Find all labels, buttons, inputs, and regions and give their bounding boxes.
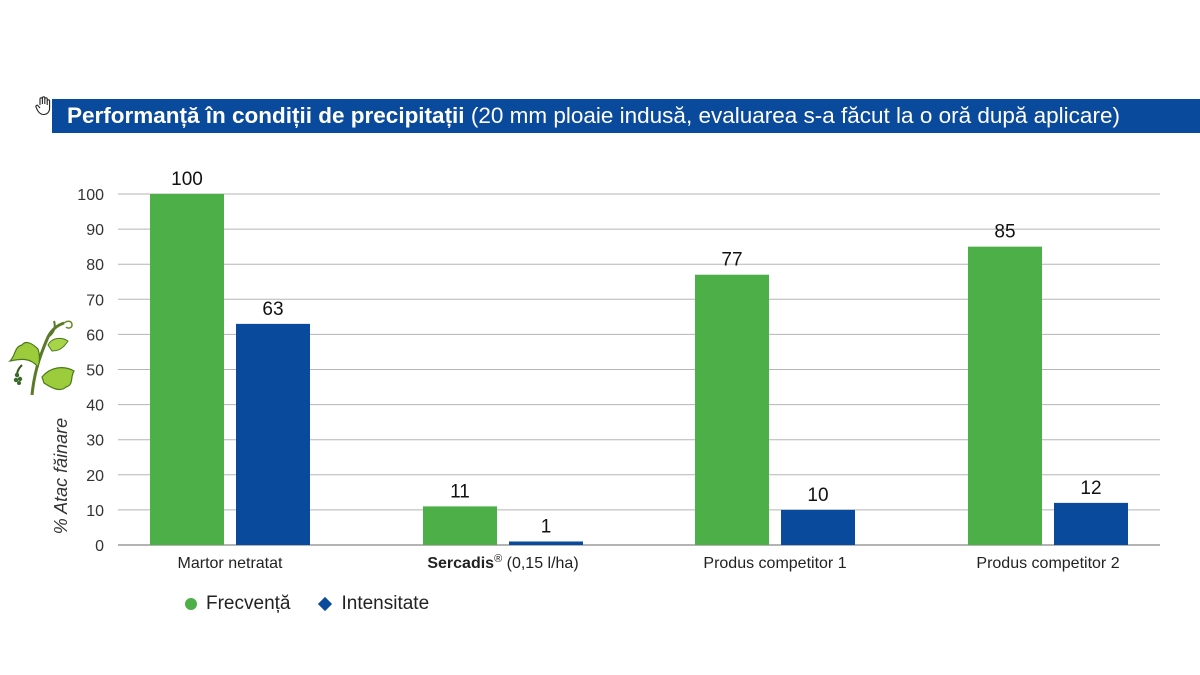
legend: Frecvență Intensitate	[185, 593, 429, 615]
y-tick-label-100: 100	[77, 187, 104, 204]
data-label-frecventa-3: 85	[994, 222, 1015, 243]
x-category-label-2: Produs competitor 1	[703, 555, 846, 572]
bar-frecventa-0	[150, 194, 224, 545]
hand-pointer-icon	[35, 96, 51, 116]
y-tick-label-50: 50	[86, 363, 104, 380]
legend-swatch-intensitate	[318, 596, 333, 612]
legend-swatch-frecventa	[185, 598, 197, 610]
legend-label-frecventa: Frecvență	[206, 593, 291, 614]
bar-intensitate-1	[509, 541, 583, 545]
chart-title: Performanță în condiții de precipitații	[67, 103, 465, 128]
chart-title-bar: Performanță în condiții de precipitații …	[52, 99, 1200, 133]
legend-label-intensitate: Intensitate	[341, 593, 430, 614]
bar-frecventa-1	[423, 506, 497, 545]
chart-subtitle: (20 mm ploaie indusă, evaluarea s-a făcu…	[465, 103, 1120, 129]
data-label-frecventa-0: 100	[171, 169, 203, 190]
legend-item-frecventa: Frecvență	[185, 593, 290, 615]
y-tick-label-0: 0	[95, 538, 104, 555]
legend-item-intensitate: Intensitate	[318, 593, 430, 615]
y-tick-label-10: 10	[86, 503, 104, 520]
vine-leaf-icon	[8, 320, 75, 396]
data-label-intensitate-1: 1	[541, 516, 552, 537]
y-tick-label-80: 80	[86, 257, 104, 274]
data-label-frecventa-1: 11	[450, 481, 470, 502]
bar-frecventa-3	[968, 246, 1042, 545]
x-category-label-3: Produs competitor 2	[976, 555, 1119, 572]
y-tick-label-90: 90	[86, 222, 104, 239]
y-tick-label-30: 30	[86, 433, 104, 450]
y-tick-label-70: 70	[86, 292, 104, 309]
bar-frecventa-2	[695, 274, 769, 545]
data-label-frecventa-2: 77	[721, 250, 742, 271]
data-label-intensitate-0: 63	[262, 299, 283, 320]
x-category-label-0: Martor netratat	[178, 555, 283, 572]
bar-intensitate-2	[781, 509, 855, 545]
bar-intensitate-0	[236, 323, 310, 545]
y-tick-label-60: 60	[86, 327, 104, 344]
y-axis-label: % Atac făinare	[51, 418, 71, 534]
y-tick-label-20: 20	[86, 468, 104, 485]
data-label-intensitate-3: 12	[1080, 478, 1101, 499]
bar-intensitate-3	[1054, 502, 1128, 545]
chart-subtitle-text: (20 mm ploaie indusă, evaluarea s-a făcu…	[470, 103, 1120, 128]
x-category-label-1: Sercadis® (0,15 l/ha)	[427, 553, 578, 572]
y-tick-label-40: 40	[86, 398, 104, 415]
data-label-intensitate-2: 10	[807, 485, 828, 506]
